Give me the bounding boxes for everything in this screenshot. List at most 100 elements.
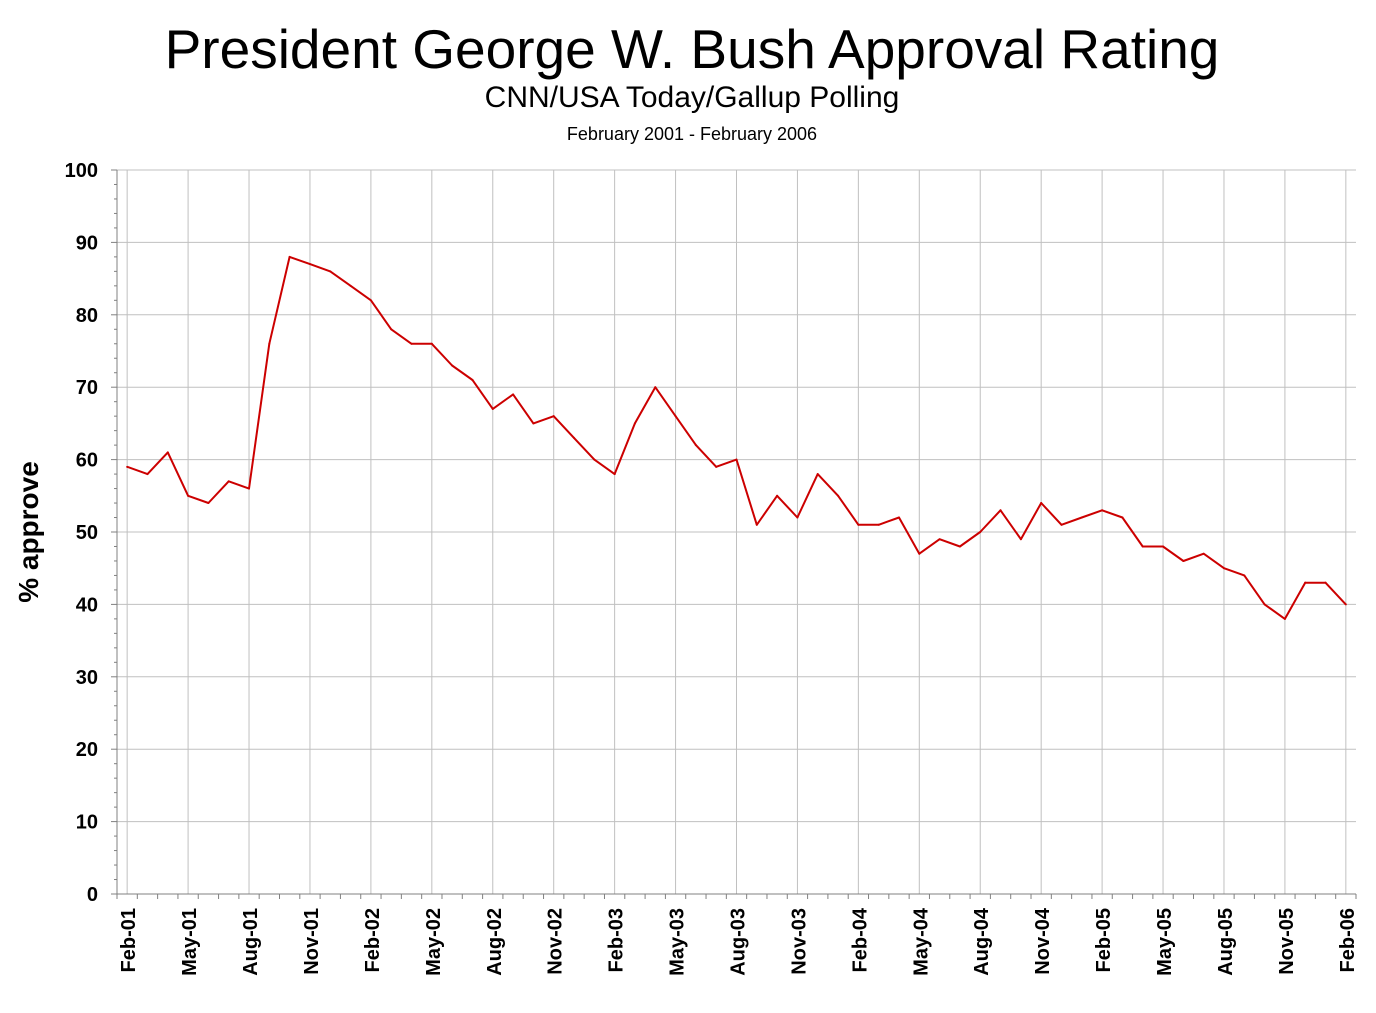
data-point (1121, 516, 1124, 519)
chart-date-range: February 2001 - February 2006 (566, 124, 818, 144)
x-tick-label: May-05 (1154, 908, 1176, 976)
data-point (1141, 545, 1144, 548)
data-point (918, 552, 921, 555)
x-tick-label: Nov-02 (545, 908, 567, 975)
y-tick-label: 40 (76, 594, 98, 616)
data-point (999, 509, 1002, 512)
x-tick-label: May-04 (910, 907, 932, 976)
x-tick-label: Aug-02 (484, 908, 506, 976)
data-point (349, 284, 352, 287)
x-tick-labels: Feb-01 May-01 Aug-01 Nov-01 Feb-02 May-02 Aug-… (118, 907, 1359, 976)
data-point (390, 328, 393, 331)
data-point (877, 523, 880, 526)
x-tick-label: Aug-03 (728, 908, 750, 976)
series-layer (126, 255, 1347, 620)
data-point (654, 386, 657, 389)
data-point (268, 342, 271, 345)
data-point (1243, 574, 1246, 577)
data-point (491, 407, 494, 410)
data-point (857, 523, 860, 526)
data-point (674, 415, 677, 418)
chart-subtitle: CNN/USA Today/Gallup Polling (484, 81, 900, 114)
x-tick-label: May-01 (179, 908, 201, 976)
data-point (1324, 581, 1327, 584)
data-point (735, 458, 738, 461)
data-point (1080, 516, 1083, 519)
x-tick-label: Nov-05 (1276, 908, 1298, 975)
data-point (329, 270, 332, 273)
y-tick-label: 0 (87, 884, 98, 906)
data-point (979, 531, 982, 533)
data-point (613, 473, 616, 476)
x-tick-label: Feb-02 (362, 908, 384, 972)
data-point (1202, 552, 1205, 555)
axes (116, 170, 1356, 895)
x-tick-label: Feb-01 (118, 908, 140, 972)
x-tick-label: Nov-04 (1032, 907, 1054, 975)
data-point (471, 378, 474, 381)
data-point (633, 422, 636, 425)
data-point (410, 342, 413, 345)
data-point (1283, 617, 1286, 620)
data-point (1344, 603, 1347, 606)
x-tick-label: Aug-04 (971, 907, 993, 976)
data-point (938, 538, 941, 541)
data-point (146, 473, 149, 476)
data-point (227, 480, 230, 483)
x-tick-label: May-03 (667, 908, 689, 976)
y-axis-label: % approve (13, 461, 44, 603)
y-tick-label: 50 (76, 522, 98, 544)
data-point (1040, 502, 1043, 505)
data-point (1162, 545, 1165, 548)
data-point (1182, 559, 1185, 562)
y-tick-label: 10 (76, 812, 98, 834)
data-point (1263, 603, 1266, 606)
data-point (1222, 567, 1225, 570)
y-tick-label: 70 (76, 377, 98, 399)
y-tick-label: 60 (76, 450, 98, 472)
data-point (1019, 538, 1022, 541)
data-point (532, 422, 535, 425)
data-point (1101, 509, 1104, 512)
y-tick-label: 100 (65, 160, 98, 182)
x-tick-label: May-02 (423, 908, 445, 976)
y-tick-label: 80 (76, 305, 98, 327)
data-point (552, 415, 555, 418)
y-tick-label: 30 (76, 667, 98, 689)
data-point (126, 465, 129, 468)
data-point (166, 451, 169, 454)
data-point (715, 465, 718, 468)
chart-title: President George W. Bush Approval Rating (164, 18, 1220, 80)
y-tick-labels: 0 10 20 30 40 50 60 70 80 90 100 (65, 160, 98, 906)
data-point (694, 444, 697, 447)
x-tick-label: Aug-01 (240, 908, 262, 976)
y-tick-label: 20 (76, 739, 98, 761)
data-point (573, 436, 576, 439)
data-point (451, 364, 454, 367)
data-point (288, 255, 291, 258)
data-point (593, 458, 596, 461)
data-point (512, 393, 515, 396)
data-point (796, 516, 799, 519)
x-tick-label: Feb-06 (1337, 908, 1359, 972)
data-point (1304, 581, 1307, 584)
data-point (837, 494, 840, 497)
data-point (369, 299, 372, 302)
data-point (897, 516, 900, 519)
x-tick-label: Aug-05 (1215, 908, 1237, 976)
minor-ticks (111, 169, 1357, 899)
y-tick-label: 90 (76, 232, 98, 254)
data-point (207, 502, 210, 505)
data-point (776, 494, 779, 497)
data-point (187, 494, 190, 497)
data-point (248, 487, 251, 490)
data-point (308, 263, 311, 266)
x-tick-label: Feb-03 (606, 908, 628, 972)
data-point (958, 545, 961, 548)
grid-lines (117, 169, 1356, 895)
data-point (430, 342, 433, 345)
data-point (755, 523, 758, 526)
x-tick-label: Feb-05 (1093, 908, 1115, 972)
x-tick-label: Nov-01 (301, 908, 323, 975)
